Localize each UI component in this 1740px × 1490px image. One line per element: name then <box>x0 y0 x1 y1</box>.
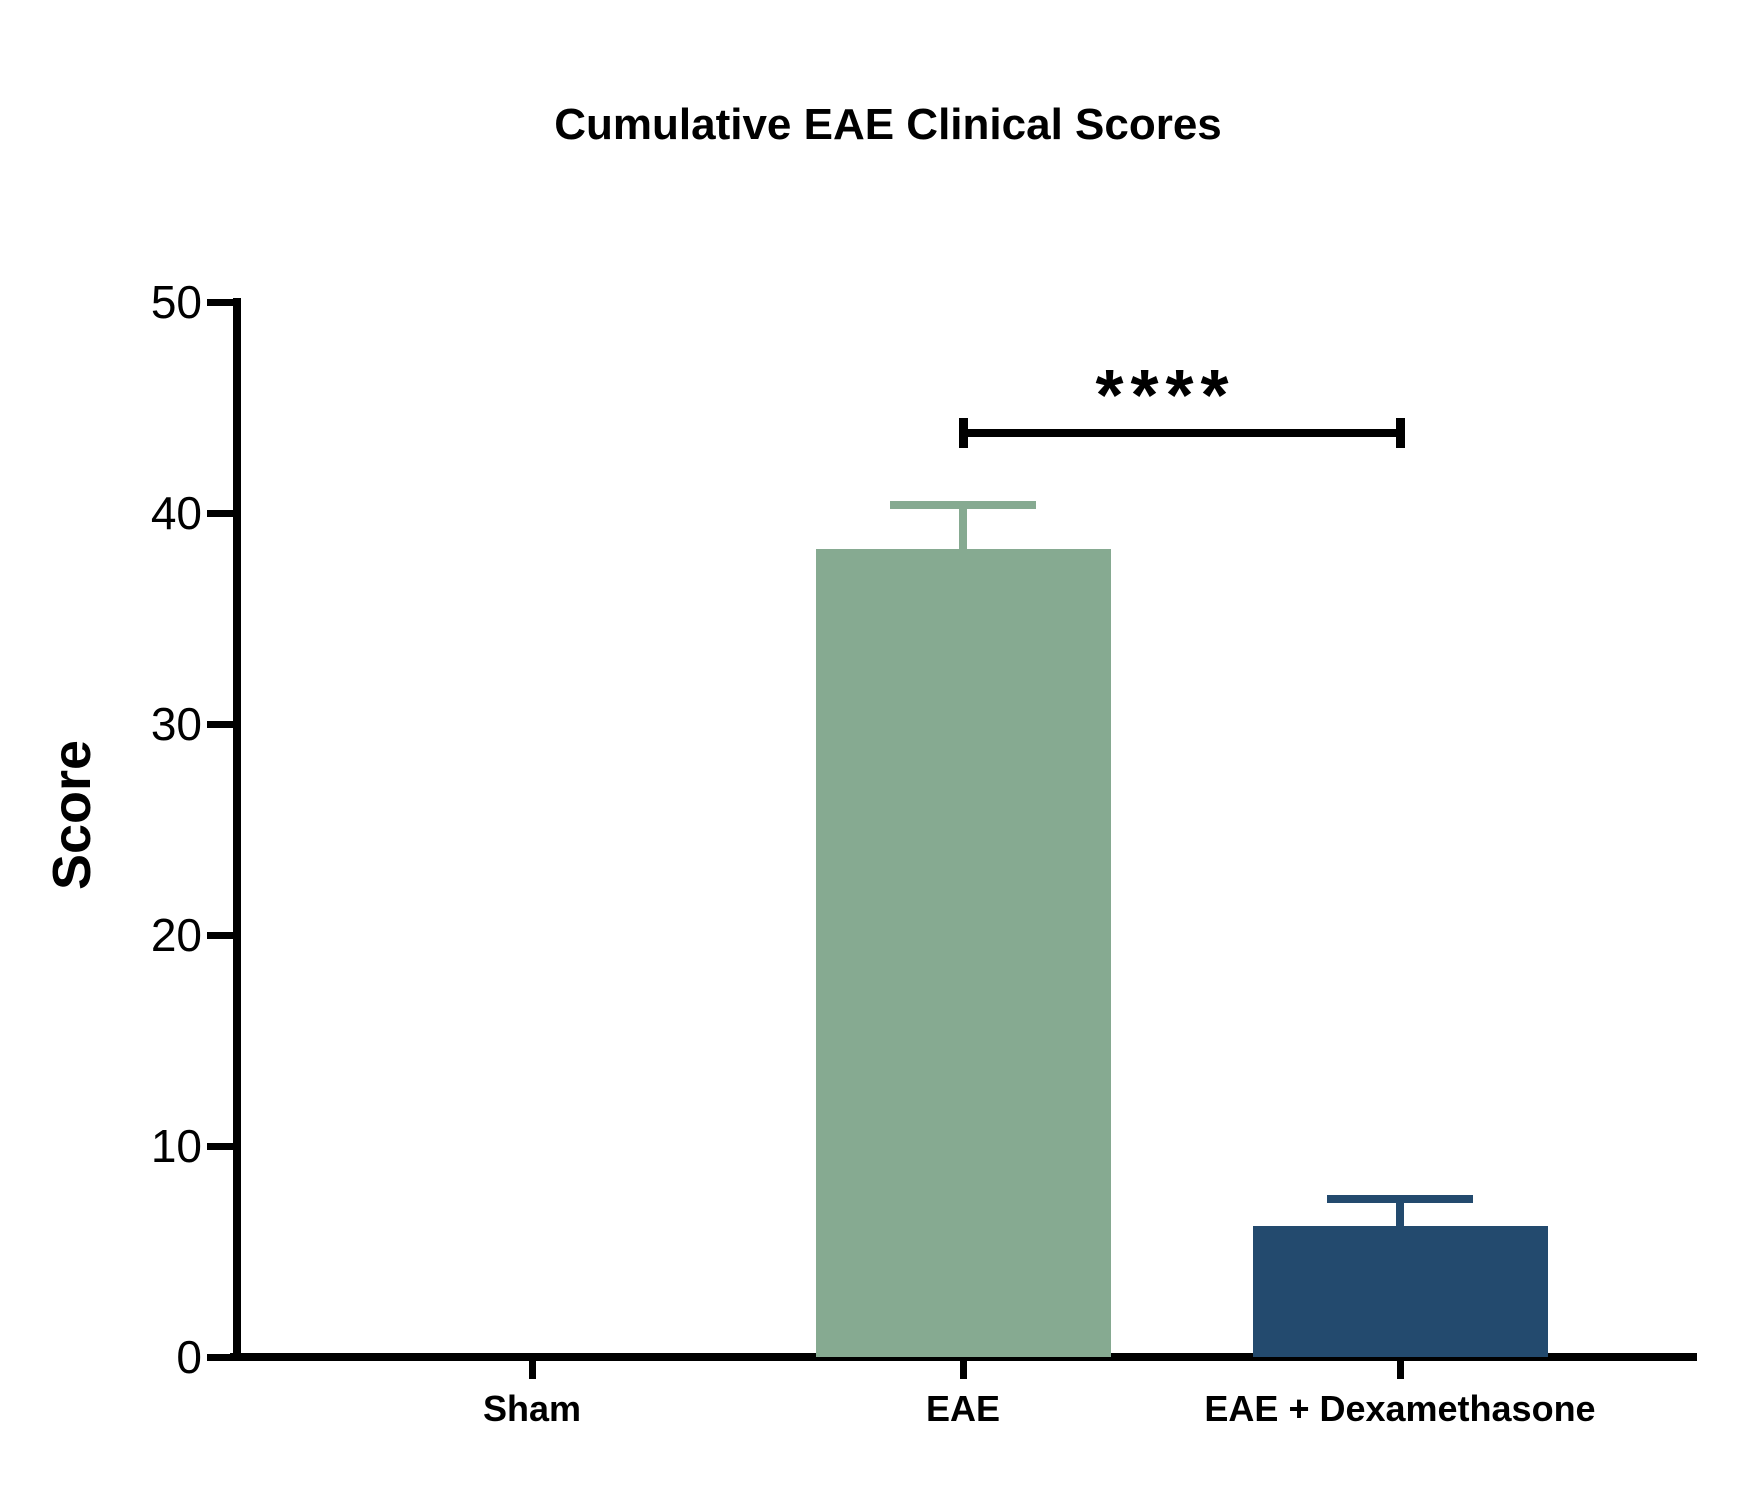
significance-bracket-line <box>963 428 1400 437</box>
y-tick-label: 30 <box>150 698 202 750</box>
y-tick <box>207 298 233 306</box>
y-tick <box>207 1353 233 1361</box>
error-bar-stem-eae <box>959 504 967 549</box>
significance-bracket-left-tick <box>958 417 968 448</box>
error-bar-cap-eae-dexamethasone <box>1327 1194 1473 1203</box>
x-tick <box>1396 1361 1404 1379</box>
x-tick <box>959 1361 967 1379</box>
y-tick-label: 20 <box>150 909 202 961</box>
category-label-sham: Sham <box>482 1388 582 1429</box>
error-bar-stem-eae-dexamethasone <box>1396 1198 1404 1227</box>
y-tick <box>207 720 233 728</box>
y-tick-label: 0 <box>176 1331 202 1383</box>
y-tick <box>207 1142 233 1150</box>
x-axis-line <box>230 1353 1697 1361</box>
category-label-eae: EAE <box>925 1388 1001 1429</box>
category-label-eae-dexamethasone: EAE + Dexamethasone <box>1204 1388 1596 1429</box>
y-tick <box>207 931 233 939</box>
x-tick <box>528 1361 536 1379</box>
chart-title: Cumulative EAE Clinical Scores <box>554 100 1222 149</box>
error-bar-cap-eae <box>890 500 1036 509</box>
significance-label: **** <box>1095 355 1236 436</box>
significance-bracket-right-tick <box>1395 417 1405 448</box>
y-tick-label: 40 <box>150 487 202 539</box>
y-tick-label: 10 <box>150 1120 202 1172</box>
y-tick <box>207 509 233 517</box>
bar-eae <box>815 548 1111 1357</box>
y-tick-label: 50 <box>150 276 202 328</box>
y-axis-line <box>233 298 241 1361</box>
bar-eae-dexamethasone <box>1252 1226 1548 1357</box>
